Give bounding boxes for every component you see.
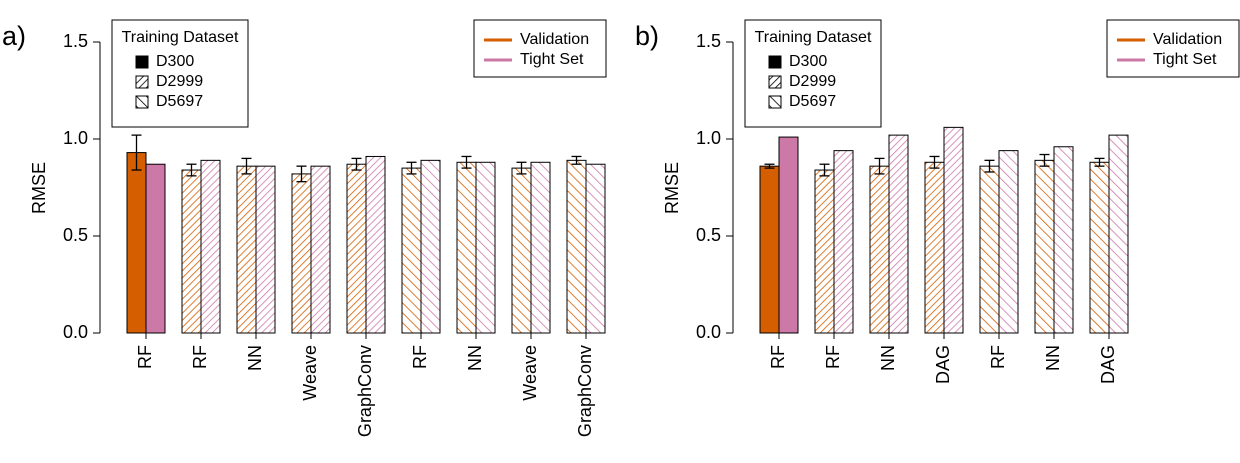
dataset-legend-symbol (135, 95, 149, 109)
y-tick-label: 0.0 (63, 322, 88, 342)
y-axis-label: RMSE (29, 162, 49, 214)
bar (869, 165, 890, 334)
bar (888, 134, 909, 334)
bar (530, 161, 551, 334)
bar (181, 169, 202, 334)
x-tick-label: RF (190, 345, 210, 369)
bar (420, 159, 441, 334)
bar (1053, 146, 1074, 334)
dataset-legend-symbol (135, 55, 149, 69)
y-tick-label: 0.5 (63, 225, 88, 245)
bar (346, 163, 367, 334)
y-tick-label: 1.5 (63, 31, 88, 51)
x-tick-label: NN (245, 345, 265, 371)
bar (310, 165, 331, 334)
bar (566, 159, 587, 334)
legend-box (1106, 19, 1240, 78)
dataset-legend-symbol (135, 75, 149, 89)
dataset-legend-title: Training Dataset (122, 29, 239, 46)
dataset-legend-symbol (768, 95, 782, 109)
y-axis-label: RMSE (662, 162, 682, 214)
x-tick-label: Weave (300, 345, 320, 401)
bar (833, 150, 854, 334)
bar (511, 167, 532, 334)
legend-box (473, 19, 607, 78)
dataset-legend-label: D300 (789, 53, 827, 70)
bar (365, 155, 386, 334)
bar (1108, 134, 1129, 334)
bar (475, 161, 496, 334)
bar (943, 126, 964, 334)
legend-label: Validation (1153, 31, 1222, 48)
bar (924, 161, 945, 334)
dataset-legend-title: Training Dataset (755, 29, 872, 46)
y-tick-label: 1.0 (63, 128, 88, 148)
dataset-legend-symbol (768, 75, 782, 89)
bar (778, 136, 799, 334)
bar (998, 150, 1019, 334)
x-tick-label: NN (878, 345, 898, 371)
dataset-legend-label: D2999 (156, 73, 203, 90)
x-tick-label: Weave (520, 345, 540, 401)
y-tick-label: 0.5 (696, 225, 721, 245)
panel-label: b) (635, 21, 659, 51)
dataset-legend-box (111, 19, 249, 128)
bar (979, 165, 1000, 334)
x-tick-label: DAG (933, 345, 953, 384)
dataset-legend-label: D5697 (156, 93, 203, 110)
x-tick-label: GraphConv (575, 345, 595, 437)
legend-label: Tight Set (1153, 51, 1217, 68)
bar (145, 163, 166, 334)
bar (291, 173, 312, 334)
panel-label: a) (2, 21, 26, 51)
x-tick-label: DAG (1098, 345, 1118, 384)
dataset-legend-symbol (768, 55, 782, 69)
x-tick-label: RF (823, 345, 843, 369)
x-tick-label: NN (1043, 345, 1063, 371)
bar (126, 152, 147, 334)
bar (585, 163, 606, 334)
bar (1034, 159, 1055, 334)
dataset-legend-box (744, 19, 882, 128)
x-tick-label: RF (988, 345, 1008, 369)
x-tick-label: RF (410, 345, 430, 369)
dataset-legend-label: D2999 (789, 73, 836, 90)
bar (200, 159, 221, 334)
bar (236, 165, 257, 334)
bar (814, 169, 835, 334)
dataset-legend-label: D300 (156, 53, 194, 70)
y-tick-label: 0.0 (696, 322, 721, 342)
bar (456, 161, 477, 334)
x-tick-label: RF (135, 345, 155, 369)
bar (759, 165, 780, 334)
legend-label: Tight Set (520, 51, 584, 68)
legend-label: Validation (520, 31, 589, 48)
bar (401, 167, 422, 334)
bar (1089, 161, 1110, 334)
dataset-legend-label: D5697 (789, 93, 836, 110)
x-tick-label: GraphConv (355, 345, 375, 437)
x-tick-label: NN (465, 345, 485, 371)
x-tick-label: RF (768, 345, 788, 369)
y-tick-label: 1.5 (696, 31, 721, 51)
y-tick-label: 1.0 (696, 128, 721, 148)
bar (255, 165, 276, 334)
